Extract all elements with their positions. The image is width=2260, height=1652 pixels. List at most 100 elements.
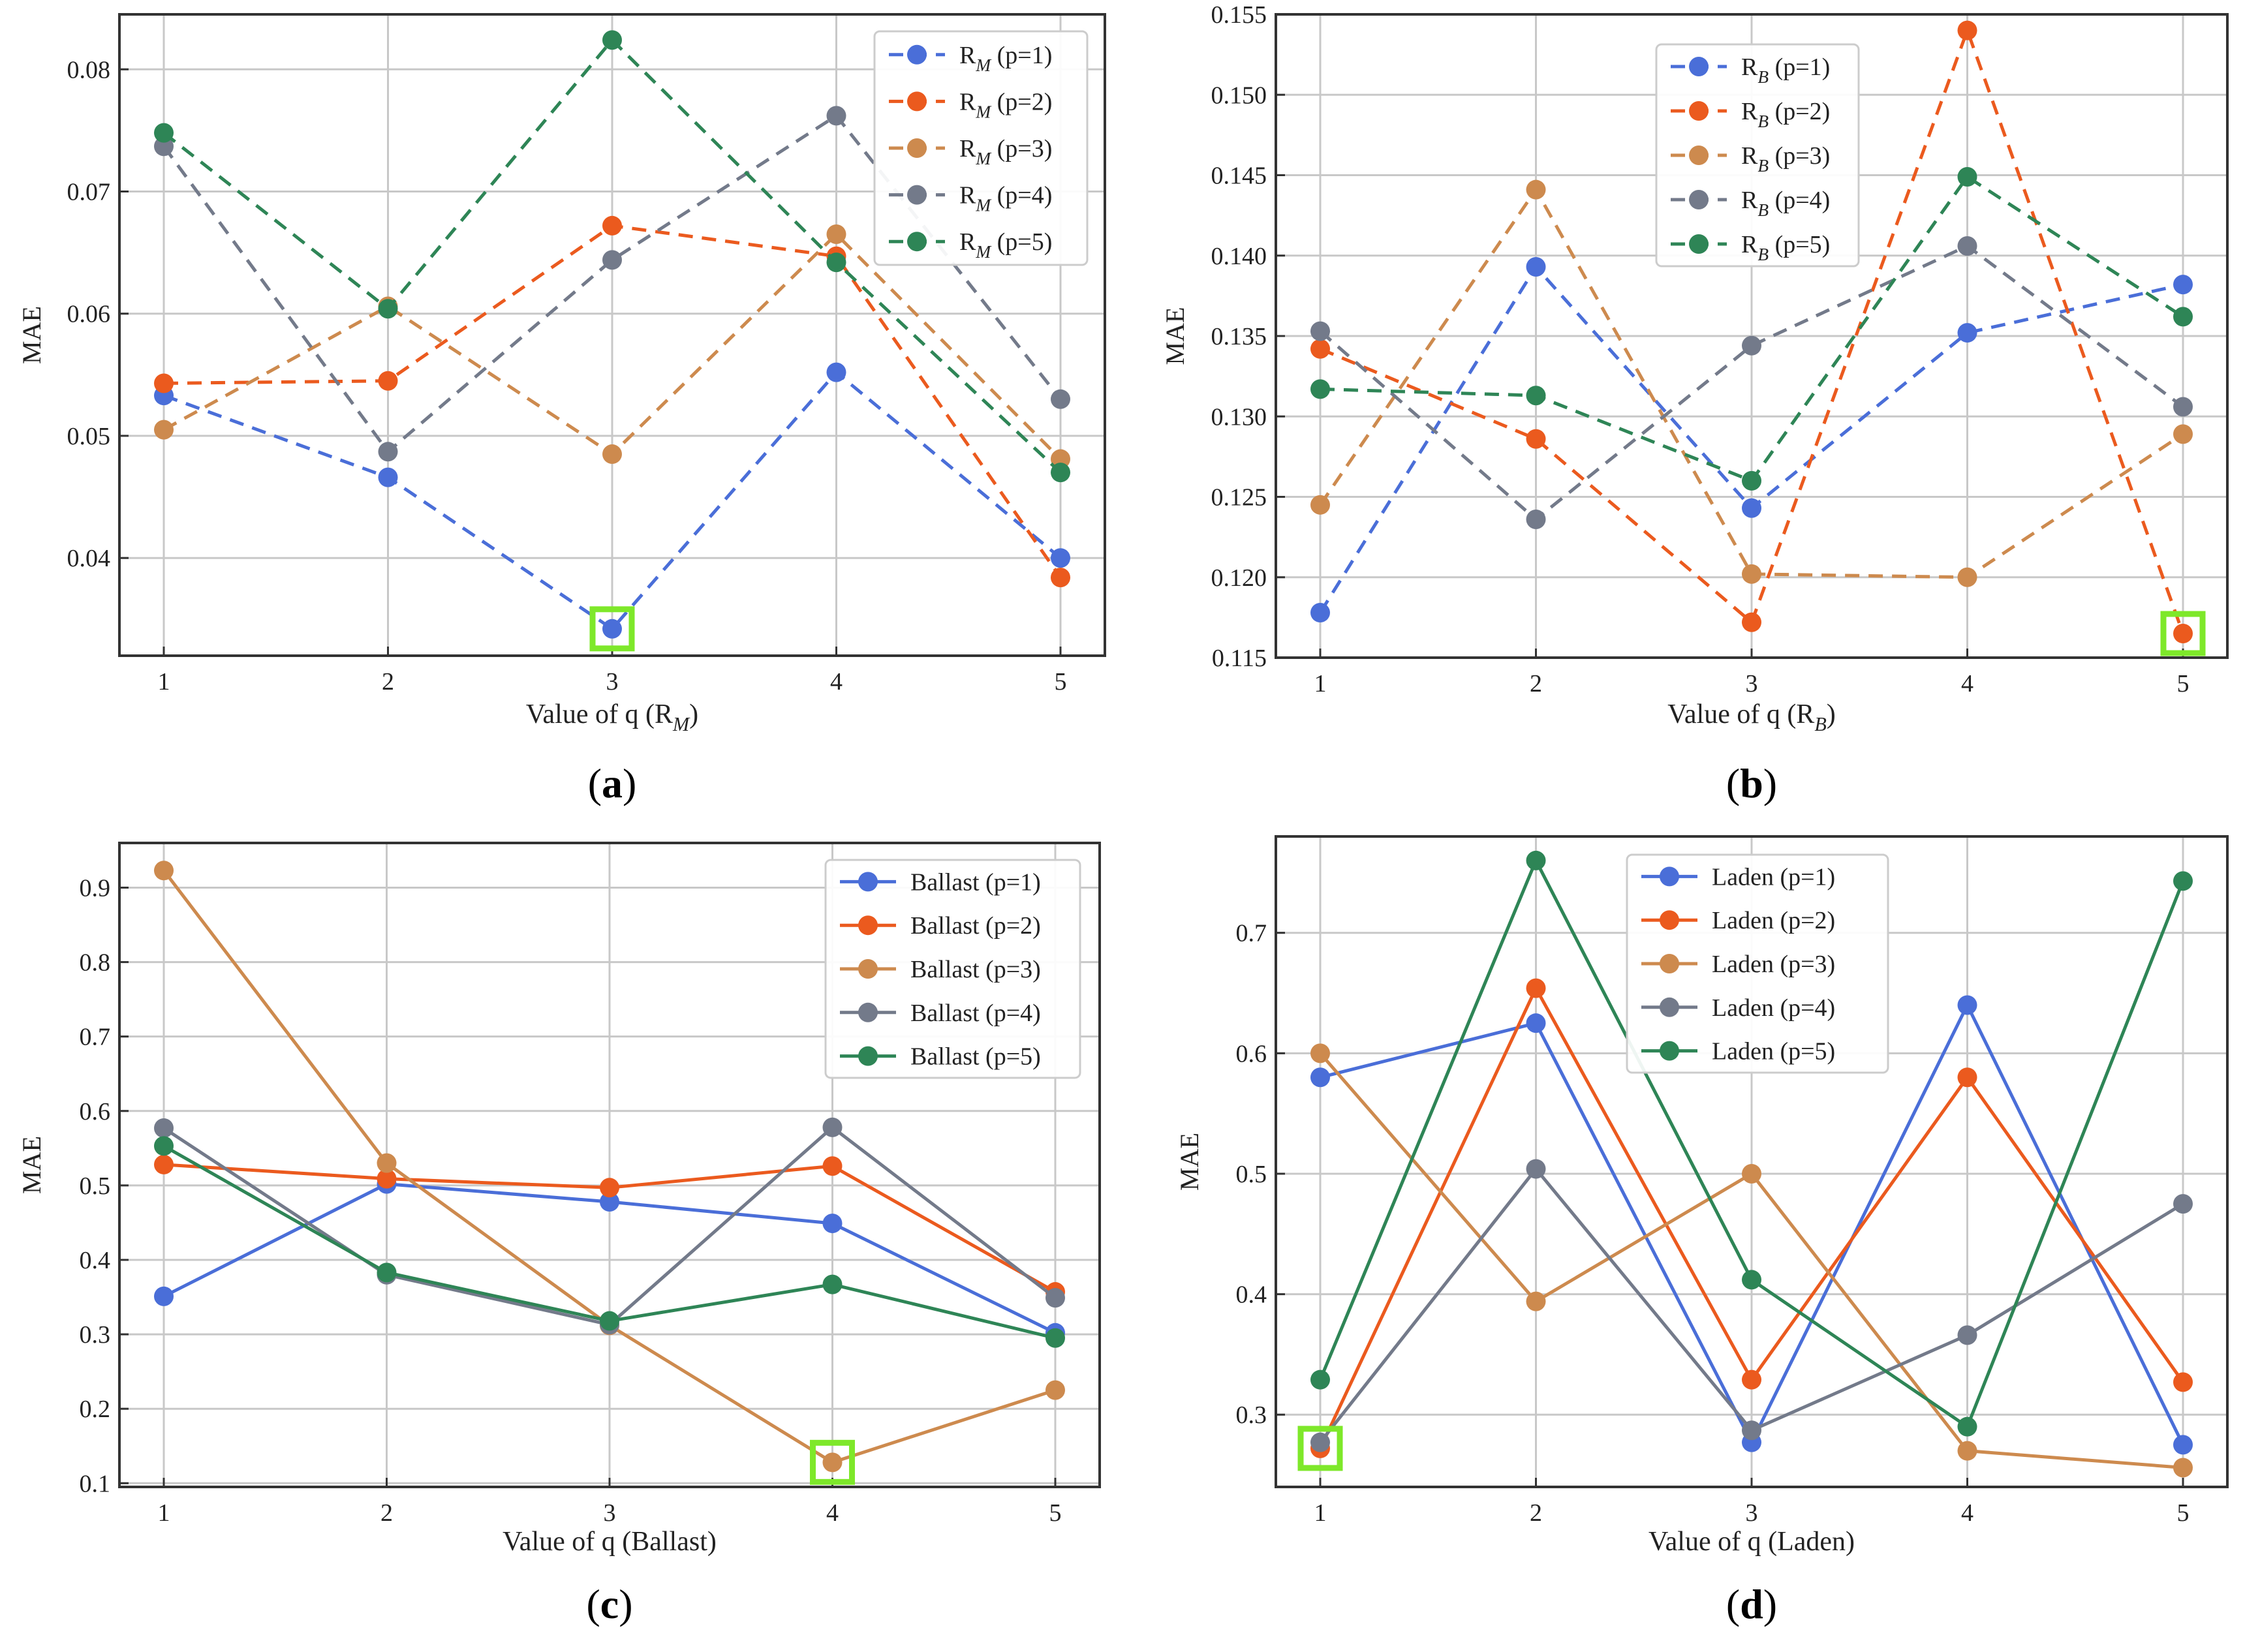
data-point-p3-q1 (154, 861, 174, 881)
legend-swatch-marker (858, 959, 878, 979)
data-point-p2-q1 (1310, 339, 1330, 359)
data-point-p1-q2 (378, 467, 398, 487)
data-point-p1-q1 (154, 1286, 174, 1306)
data-point-p4-q5 (1051, 389, 1070, 409)
legend-swatch-marker (858, 915, 878, 936)
y-tick-label: 0.130 (1211, 403, 1267, 431)
data-point-p4-q2 (1526, 1159, 1546, 1179)
y-tick-label: 0.7 (1236, 920, 1267, 947)
highlight-box (1297, 1426, 1343, 1471)
data-point-p5-q5 (2173, 307, 2193, 327)
legend-label-p5: Ballast (p=5) (910, 1043, 1041, 1071)
data-point-p4-q1 (154, 1118, 174, 1139)
data-point-p3-q2 (377, 1153, 397, 1173)
data-point-p2-q4 (822, 1156, 843, 1176)
y-tick-label: 0.06 (67, 301, 111, 328)
data-point-p3-q1 (1310, 495, 1330, 515)
data-point-p1-q5 (2173, 1435, 2193, 1455)
legend: Laden (p=1) Laden (p=2) Laden (p=3) Laden (… (1626, 853, 1889, 1074)
y-tick-label: 0.3 (1236, 1401, 1267, 1429)
legend: Ballast (p=1) Ballast (p=2) Ballast (p=3) B… (824, 859, 1081, 1079)
y-tick-label: 0.07 (67, 178, 111, 206)
data-point-p3-q5 (2173, 1458, 2193, 1478)
data-point-p3-q5 (1051, 449, 1070, 469)
legend-label-p2: RB (p=2) (1741, 98, 1830, 131)
data-point-p1-q4 (826, 362, 846, 382)
x-tick-label: 1 (158, 668, 170, 696)
y-tick-label: 0.08 (67, 56, 111, 84)
series-line-p1 (163, 371, 1062, 631)
data-point-p2-q3 (1742, 612, 1761, 632)
legend-swatch-marker (907, 185, 927, 205)
legend-swatch-marker (858, 1002, 878, 1022)
panel-label: (c) (586, 1581, 632, 1627)
data-point-p4-q5 (2173, 397, 2193, 417)
x-tick-label: 2 (380, 1499, 393, 1527)
data-point-p5-q3 (1742, 1270, 1761, 1290)
y-tick-label: 0.145 (1211, 162, 1267, 190)
data-point-p2-q5 (1051, 568, 1070, 588)
legend-swatch-marker (1660, 866, 1679, 887)
data-point-p3-q4 (1957, 1441, 1977, 1461)
y-tick-label: 0.140 (1211, 243, 1267, 270)
data-point-p5-q4 (1957, 1416, 1977, 1437)
data-point-p4-q3 (602, 250, 622, 270)
legend-swatch-marker (858, 872, 878, 892)
x-axis-label: Value of q (Ballast) (503, 1527, 717, 1557)
data-point-p3-q1 (1310, 1043, 1330, 1063)
data-point-p2-q2 (1526, 978, 1546, 998)
x-tick-label: 1 (1314, 1499, 1327, 1527)
data-point-p5-q5 (1051, 463, 1070, 483)
y-tick-label: 0.9 (80, 874, 111, 902)
legend: RM (p=1) RM (p=2) RM (p=3) RM (p=4) RM (p=5) (873, 30, 1089, 266)
highlight-box (810, 1439, 855, 1485)
legend-label-p1: Laden (p=1) (1712, 863, 1835, 891)
y-tick-label: 0.150 (1211, 82, 1267, 109)
data-point-p3-q4 (822, 1452, 843, 1473)
legend-label-p1: RB (p=1) (1741, 54, 1830, 87)
data-point-p4-q5 (2173, 1194, 2193, 1214)
data-point-p2-q3 (602, 215, 622, 236)
data-point-p1-q2 (1526, 257, 1546, 277)
data-point-p5-q2 (378, 299, 398, 319)
legend-frame (873, 30, 1089, 266)
x-tick-label: 3 (604, 1499, 616, 1527)
data-point-p3-q3 (1742, 1163, 1761, 1184)
y-tick-label: 0.7 (80, 1024, 111, 1051)
y-tick-label: 0.8 (80, 949, 111, 977)
legend-label-p2: Laden (p=2) (1712, 907, 1835, 934)
data-point-p5-q5 (2173, 871, 2193, 891)
data-point-p4-q3 (1742, 1420, 1761, 1441)
data-point-p5-q1 (154, 123, 174, 143)
x-tick-label: 2 (1530, 670, 1542, 697)
legend-label-p3: Laden (p=3) (1712, 951, 1835, 978)
legend-swatch-marker (1689, 190, 1709, 209)
data-point-p4-q4 (822, 1117, 843, 1137)
data-point-p5-q4 (822, 1274, 843, 1294)
data-point-p1-q5 (1051, 548, 1070, 568)
data-point-p2-q2 (1526, 429, 1546, 449)
data-point-p1-q4 (1957, 995, 1977, 1015)
panel-b: 1 2 3 4 5 0.115 0.120 0.125 0.130 0.135 0.140 0.145… (1160, 1, 2229, 806)
x-tick-label: 3 (1746, 1499, 1758, 1527)
x-tick-label: 4 (826, 1499, 839, 1527)
legend-frame (824, 859, 1081, 1079)
y-tick-label: 0.1 (80, 1470, 111, 1497)
data-point-p5-q4 (1957, 166, 1977, 187)
data-point-p3-q2 (1526, 179, 1546, 200)
data-point-p5-q1 (1310, 1369, 1330, 1390)
data-point-p3-q1 (154, 420, 174, 440)
data-point-p4-q2 (378, 442, 398, 462)
y-tick-label: 0.4 (80, 1247, 111, 1274)
highlight-box (2160, 611, 2206, 656)
data-point-p2-q1 (154, 1154, 174, 1174)
data-point-p4-q1 (154, 136, 174, 157)
data-point-p1-q3 (1742, 498, 1761, 518)
data-point-p2-q1 (154, 373, 174, 393)
y-tick-label: 0.5 (80, 1172, 111, 1200)
panel-label: (d) (1726, 1581, 1777, 1627)
data-point-p5-q2 (1526, 386, 1546, 406)
x-tick-label: 5 (1049, 1499, 1062, 1527)
data-point-p5-q1 (1310, 379, 1330, 399)
